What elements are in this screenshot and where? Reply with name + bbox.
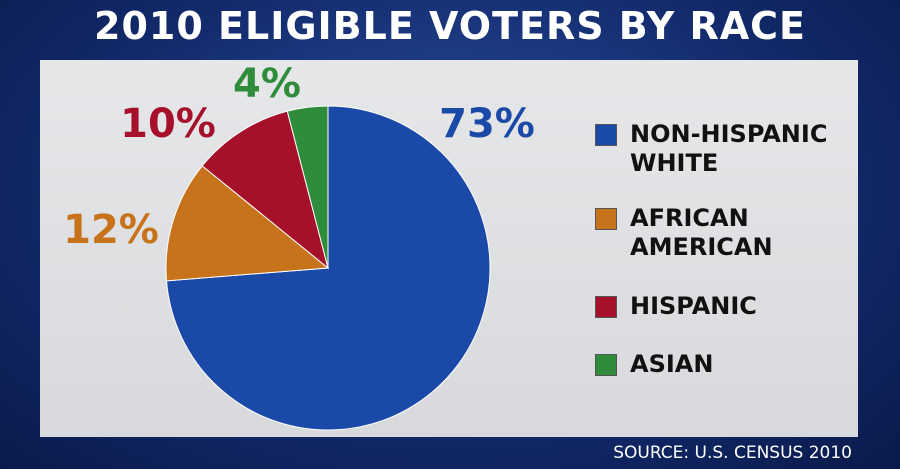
legend-entry: NON-HISPANIC WHITE bbox=[595, 120, 850, 178]
slice-label: 12% bbox=[63, 207, 159, 253]
legend-swatch bbox=[595, 208, 617, 230]
chart-title: 2010 ELIGIBLE VOTERS BY RACE bbox=[94, 4, 806, 48]
legend-label: ASIAN bbox=[630, 350, 714, 378]
legend-entry: HISPANIC bbox=[595, 292, 850, 321]
legend-swatch bbox=[595, 124, 617, 146]
source: SOURCE: U.S. CENSUS 2010 bbox=[613, 443, 852, 463]
legend-entry: ASIAN bbox=[595, 350, 850, 379]
legend-swatch bbox=[595, 354, 617, 376]
pie-slice bbox=[165, 165, 330, 282]
legend-entry: AFRICAN AMERICAN bbox=[595, 204, 850, 262]
slice-label: 10% bbox=[120, 101, 216, 147]
legend-label: NON-HISPANIC WHITE bbox=[630, 120, 828, 177]
pie-slice bbox=[201, 110, 329, 270]
slice-label: 73% bbox=[439, 101, 535, 147]
slice-label: 4% bbox=[233, 61, 301, 107]
legend-label: HISPANIC bbox=[630, 292, 757, 320]
pie-slice bbox=[286, 105, 329, 269]
legend-label: AFRICAN AMERICAN bbox=[630, 204, 773, 261]
legend-swatch bbox=[595, 296, 617, 318]
